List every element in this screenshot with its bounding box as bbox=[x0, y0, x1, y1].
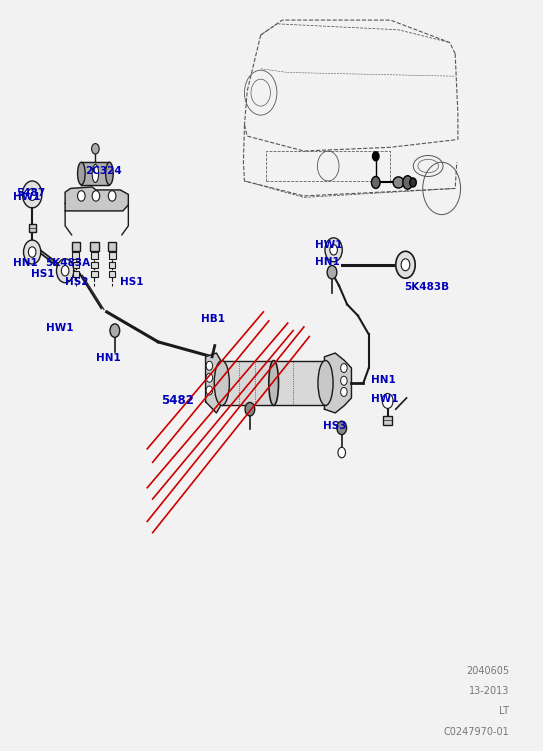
Polygon shape bbox=[222, 360, 325, 406]
Circle shape bbox=[22, 181, 42, 208]
Text: 5482: 5482 bbox=[161, 394, 194, 407]
Bar bbox=[109, 252, 116, 259]
Text: 13-2013: 13-2013 bbox=[469, 686, 509, 696]
Polygon shape bbox=[324, 353, 351, 413]
Text: HS1: HS1 bbox=[31, 270, 55, 279]
Bar bbox=[109, 271, 115, 276]
Circle shape bbox=[206, 361, 213, 370]
Bar bbox=[108, 243, 116, 252]
Text: 5K483B: 5K483B bbox=[404, 282, 449, 292]
Text: 5K483A: 5K483A bbox=[46, 258, 91, 267]
Circle shape bbox=[410, 178, 416, 187]
Circle shape bbox=[372, 152, 379, 161]
Text: HS1: HS1 bbox=[120, 277, 144, 287]
Text: LT: LT bbox=[499, 707, 509, 716]
Circle shape bbox=[325, 238, 342, 262]
Text: HW1: HW1 bbox=[13, 192, 41, 203]
Circle shape bbox=[330, 245, 337, 255]
Circle shape bbox=[110, 324, 119, 337]
Text: 2040605: 2040605 bbox=[466, 666, 509, 676]
Bar bbox=[91, 252, 98, 259]
Circle shape bbox=[61, 266, 69, 276]
Polygon shape bbox=[206, 353, 223, 413]
Text: HB1: HB1 bbox=[201, 314, 225, 324]
Text: HW1: HW1 bbox=[315, 240, 342, 249]
Circle shape bbox=[206, 386, 213, 395]
Polygon shape bbox=[65, 187, 128, 211]
Ellipse shape bbox=[92, 164, 99, 182]
Ellipse shape bbox=[318, 360, 333, 406]
Text: C0247970-01: C0247970-01 bbox=[444, 727, 509, 737]
Bar bbox=[91, 271, 98, 276]
Text: HN1: HN1 bbox=[13, 258, 38, 267]
Bar bbox=[29, 225, 36, 232]
Ellipse shape bbox=[78, 162, 85, 185]
Circle shape bbox=[92, 191, 100, 201]
Circle shape bbox=[337, 421, 346, 435]
Circle shape bbox=[28, 247, 36, 258]
Circle shape bbox=[245, 403, 255, 416]
Polygon shape bbox=[81, 162, 110, 185]
Bar bbox=[90, 243, 99, 252]
Ellipse shape bbox=[269, 360, 279, 406]
Text: HW1: HW1 bbox=[46, 324, 73, 333]
Bar bbox=[91, 262, 98, 268]
Circle shape bbox=[401, 259, 410, 271]
Bar bbox=[73, 271, 79, 276]
Bar bbox=[72, 243, 80, 252]
Circle shape bbox=[92, 143, 99, 154]
Circle shape bbox=[382, 394, 393, 409]
Circle shape bbox=[340, 363, 347, 372]
Circle shape bbox=[403, 176, 413, 189]
Ellipse shape bbox=[393, 176, 404, 188]
Bar bbox=[72, 252, 79, 259]
Ellipse shape bbox=[106, 162, 113, 185]
Circle shape bbox=[338, 448, 345, 458]
Text: 5487: 5487 bbox=[16, 188, 46, 198]
Circle shape bbox=[23, 240, 41, 264]
Circle shape bbox=[340, 376, 347, 385]
Text: HN1: HN1 bbox=[96, 353, 121, 363]
Text: HS2: HS2 bbox=[65, 277, 89, 287]
Circle shape bbox=[371, 176, 380, 189]
Circle shape bbox=[109, 191, 116, 201]
Ellipse shape bbox=[214, 360, 229, 406]
Circle shape bbox=[28, 189, 36, 201]
Bar bbox=[73, 262, 79, 268]
Circle shape bbox=[206, 373, 213, 382]
Circle shape bbox=[78, 191, 85, 201]
Circle shape bbox=[396, 252, 415, 278]
Circle shape bbox=[340, 388, 347, 397]
Text: HN1: HN1 bbox=[371, 375, 396, 385]
Circle shape bbox=[327, 266, 337, 279]
Bar bbox=[383, 416, 392, 425]
Bar bbox=[109, 262, 115, 268]
Text: HS3: HS3 bbox=[323, 421, 346, 430]
Circle shape bbox=[56, 259, 74, 282]
Text: HN1: HN1 bbox=[315, 257, 339, 267]
Text: 2C324: 2C324 bbox=[85, 166, 122, 176]
Text: HW1: HW1 bbox=[371, 394, 399, 405]
